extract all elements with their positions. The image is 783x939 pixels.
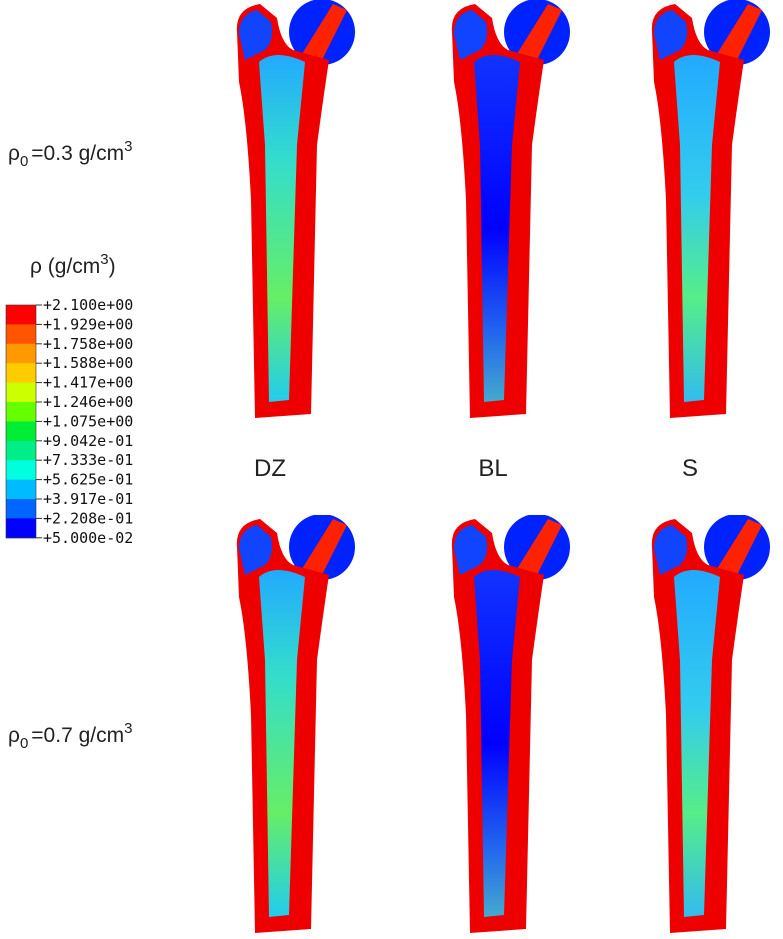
column-label: BL	[478, 455, 507, 482]
superscript: 3	[124, 720, 132, 737]
color-band	[6, 499, 36, 519]
row-label: ρ0 =0.7 g/cm3	[8, 720, 132, 752]
color-band	[6, 479, 36, 500]
legend-label: +3.917e-01	[43, 490, 133, 508]
femur-bl	[452, 0, 570, 418]
title-text: ρ (g/cm	[30, 255, 100, 278]
color-band	[6, 324, 36, 345]
legend-label: +9.042e-01	[43, 432, 133, 450]
femur-s	[652, 514, 770, 933]
color-band	[6, 402, 36, 422]
color-band	[6, 382, 36, 403]
color-band	[6, 421, 36, 442]
legend-label: +7.333e-01	[43, 451, 133, 469]
subscript: 0	[20, 153, 28, 170]
superscript: 3	[100, 251, 108, 268]
column-label: DZ	[254, 455, 286, 482]
column-label: S	[682, 455, 698, 482]
legend-label: +1.417e+00	[43, 374, 133, 392]
legend-label: +2.208e-01	[43, 509, 133, 527]
femur-s	[652, 0, 770, 418]
symbol: ρ	[8, 724, 20, 747]
symbol: ρ	[8, 142, 20, 165]
legend-label: +1.929e+00	[43, 315, 133, 333]
label-text: =0.3 g/cm	[31, 142, 124, 165]
row-label: ρ0 =0.3 g/cm3	[8, 138, 132, 170]
femur-dz	[237, 0, 355, 418]
label-text: =0.7 g/cm	[31, 724, 124, 747]
subscript: 0	[20, 735, 28, 752]
legend-label: +1.075e+00	[43, 412, 133, 430]
legend-label: +5.000e-02	[43, 529, 133, 547]
color-band	[6, 518, 36, 539]
legend-label: +5.625e-01	[43, 471, 133, 489]
legend-label: +1.758e+00	[43, 335, 133, 353]
femur-row-2	[237, 514, 770, 933]
color-band	[6, 460, 36, 481]
color-band	[6, 343, 36, 364]
femur-row-1	[237, 0, 770, 418]
color-band	[6, 440, 36, 461]
legend-label: +2.100e+00	[43, 296, 133, 314]
superscript: 3	[124, 138, 132, 155]
title-close: )	[109, 255, 116, 278]
legend-title: ρ (g/cm3)	[30, 251, 116, 278]
color-band	[6, 363, 36, 384]
legend-label: +1.588e+00	[43, 354, 133, 372]
legend-label: +1.246e+00	[43, 393, 133, 411]
color-band	[6, 305, 36, 325]
femur-bl	[452, 514, 570, 933]
femur-dz	[237, 514, 355, 933]
